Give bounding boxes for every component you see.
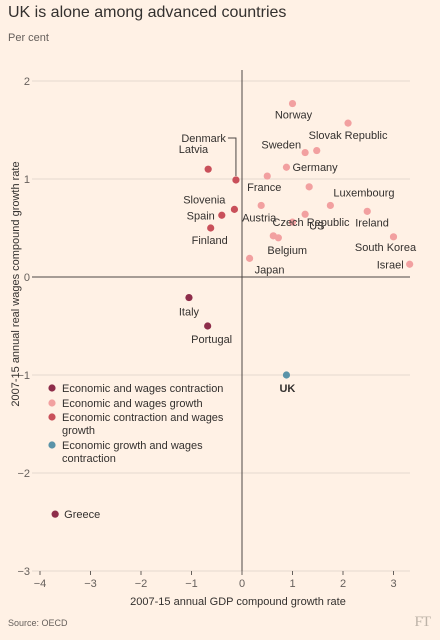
scatter-point [207,224,215,232]
point-label: Israel [377,259,404,271]
point-layer [51,99,414,518]
legend-entry: Economic and wages contraction [62,383,223,395]
point-label: Greece [64,509,100,521]
scatter-point [406,260,414,268]
y-axis-label: 2007-15 annual real wages compound growt… [10,161,22,406]
scatter-point [218,211,226,219]
point-label: Czech Republic [273,217,351,229]
point-label: Sweden [261,140,301,152]
point-label: UK [279,383,295,395]
point-label: Ireland [355,217,389,229]
x-tick-label: 2 [340,578,346,590]
x-tick-label: −4 [34,578,47,590]
scatter-point [282,163,291,171]
legend-swatch [48,413,56,421]
y-tick-label: 1 [24,174,30,186]
y-tick-label: −3 [17,566,30,578]
scatter-point [326,201,334,210]
point-label: Portugal [191,334,232,346]
scatter-point [274,234,282,242]
x-tick-label: −1 [185,578,198,590]
point-label: Slovenia [183,194,226,206]
tick-layer: −3 −2 −1 0 1 2 −4 −3 −2 −1 0 1 2 3 [17,76,396,590]
legend-layer: Economic and wages contraction Economic a… [48,383,224,465]
point-label: Finland [192,235,228,247]
scatter-point [288,218,297,226]
point-label: Latvia [179,144,209,156]
x-tick-label: 0 [239,578,245,590]
scatter-point [245,254,254,262]
x-tick-label: −3 [84,578,97,590]
scatter-point [51,510,59,518]
point-label: US [309,220,324,232]
x-tick-label: −2 [135,578,148,590]
chart-title: UK is alone among advanced countries [8,4,287,21]
point-label: South Korea [355,242,417,254]
y-tick-label: −2 [17,468,30,480]
point-label: Spain [187,210,215,222]
legend-swatch [48,441,56,449]
label-layer: Norway Slovak Republic Sweden Germany France… [64,110,417,522]
y-tick-label: 0 [24,272,30,284]
point-label: Italy [179,307,200,319]
point-label: Norway [275,110,313,122]
point-label: Denmark [181,133,226,145]
scatter-point [263,172,271,180]
x-axis-label: 2007-15 annual GDP compound growth rate [130,596,346,608]
x-tick-label: 3 [390,578,396,590]
scatter-point [344,119,352,127]
scatter-point [301,210,309,218]
point-label: Germany [292,162,338,174]
legend-entry: Economic contraction and wages growth [62,412,224,437]
source-note: Source: OECD [8,618,68,628]
point-label: Slovak Republic [309,130,388,142]
scatter-point [288,99,297,108]
scatter-point [204,322,212,330]
ft-logo: FT [414,614,430,630]
legend-swatch [48,399,56,407]
scatter-point [204,165,212,173]
scatter-point [363,207,371,215]
point-label: Japan [255,264,285,276]
point-label: Belgium [267,245,307,257]
scatter-point [389,233,398,241]
axis-layer [32,70,410,571]
x-tick-label: 1 [289,578,295,590]
scatter-point [230,205,239,213]
scatter-point [313,146,321,155]
scatter-point [301,148,309,157]
y-tick-label: 2 [24,76,30,88]
point-label: France [247,182,281,194]
y-tick-label: −1 [17,370,30,382]
scatter-point [185,293,193,302]
leader-line [227,137,237,176]
point-label: Luxembourg [333,187,394,199]
scatter-point [232,176,240,184]
scatter-point [282,371,291,379]
leader-layer [227,137,237,176]
scatter-point [257,201,265,210]
point-label: Austria [242,212,277,224]
scatter-point [305,183,313,191]
legend-swatch [48,384,56,392]
legend-entry: Economic and wages growth [62,398,203,410]
grid-layer [32,80,410,572]
chart-subtitle: Per cent [8,32,49,44]
legend-entry: Economic growth and wages contraction [62,440,203,465]
